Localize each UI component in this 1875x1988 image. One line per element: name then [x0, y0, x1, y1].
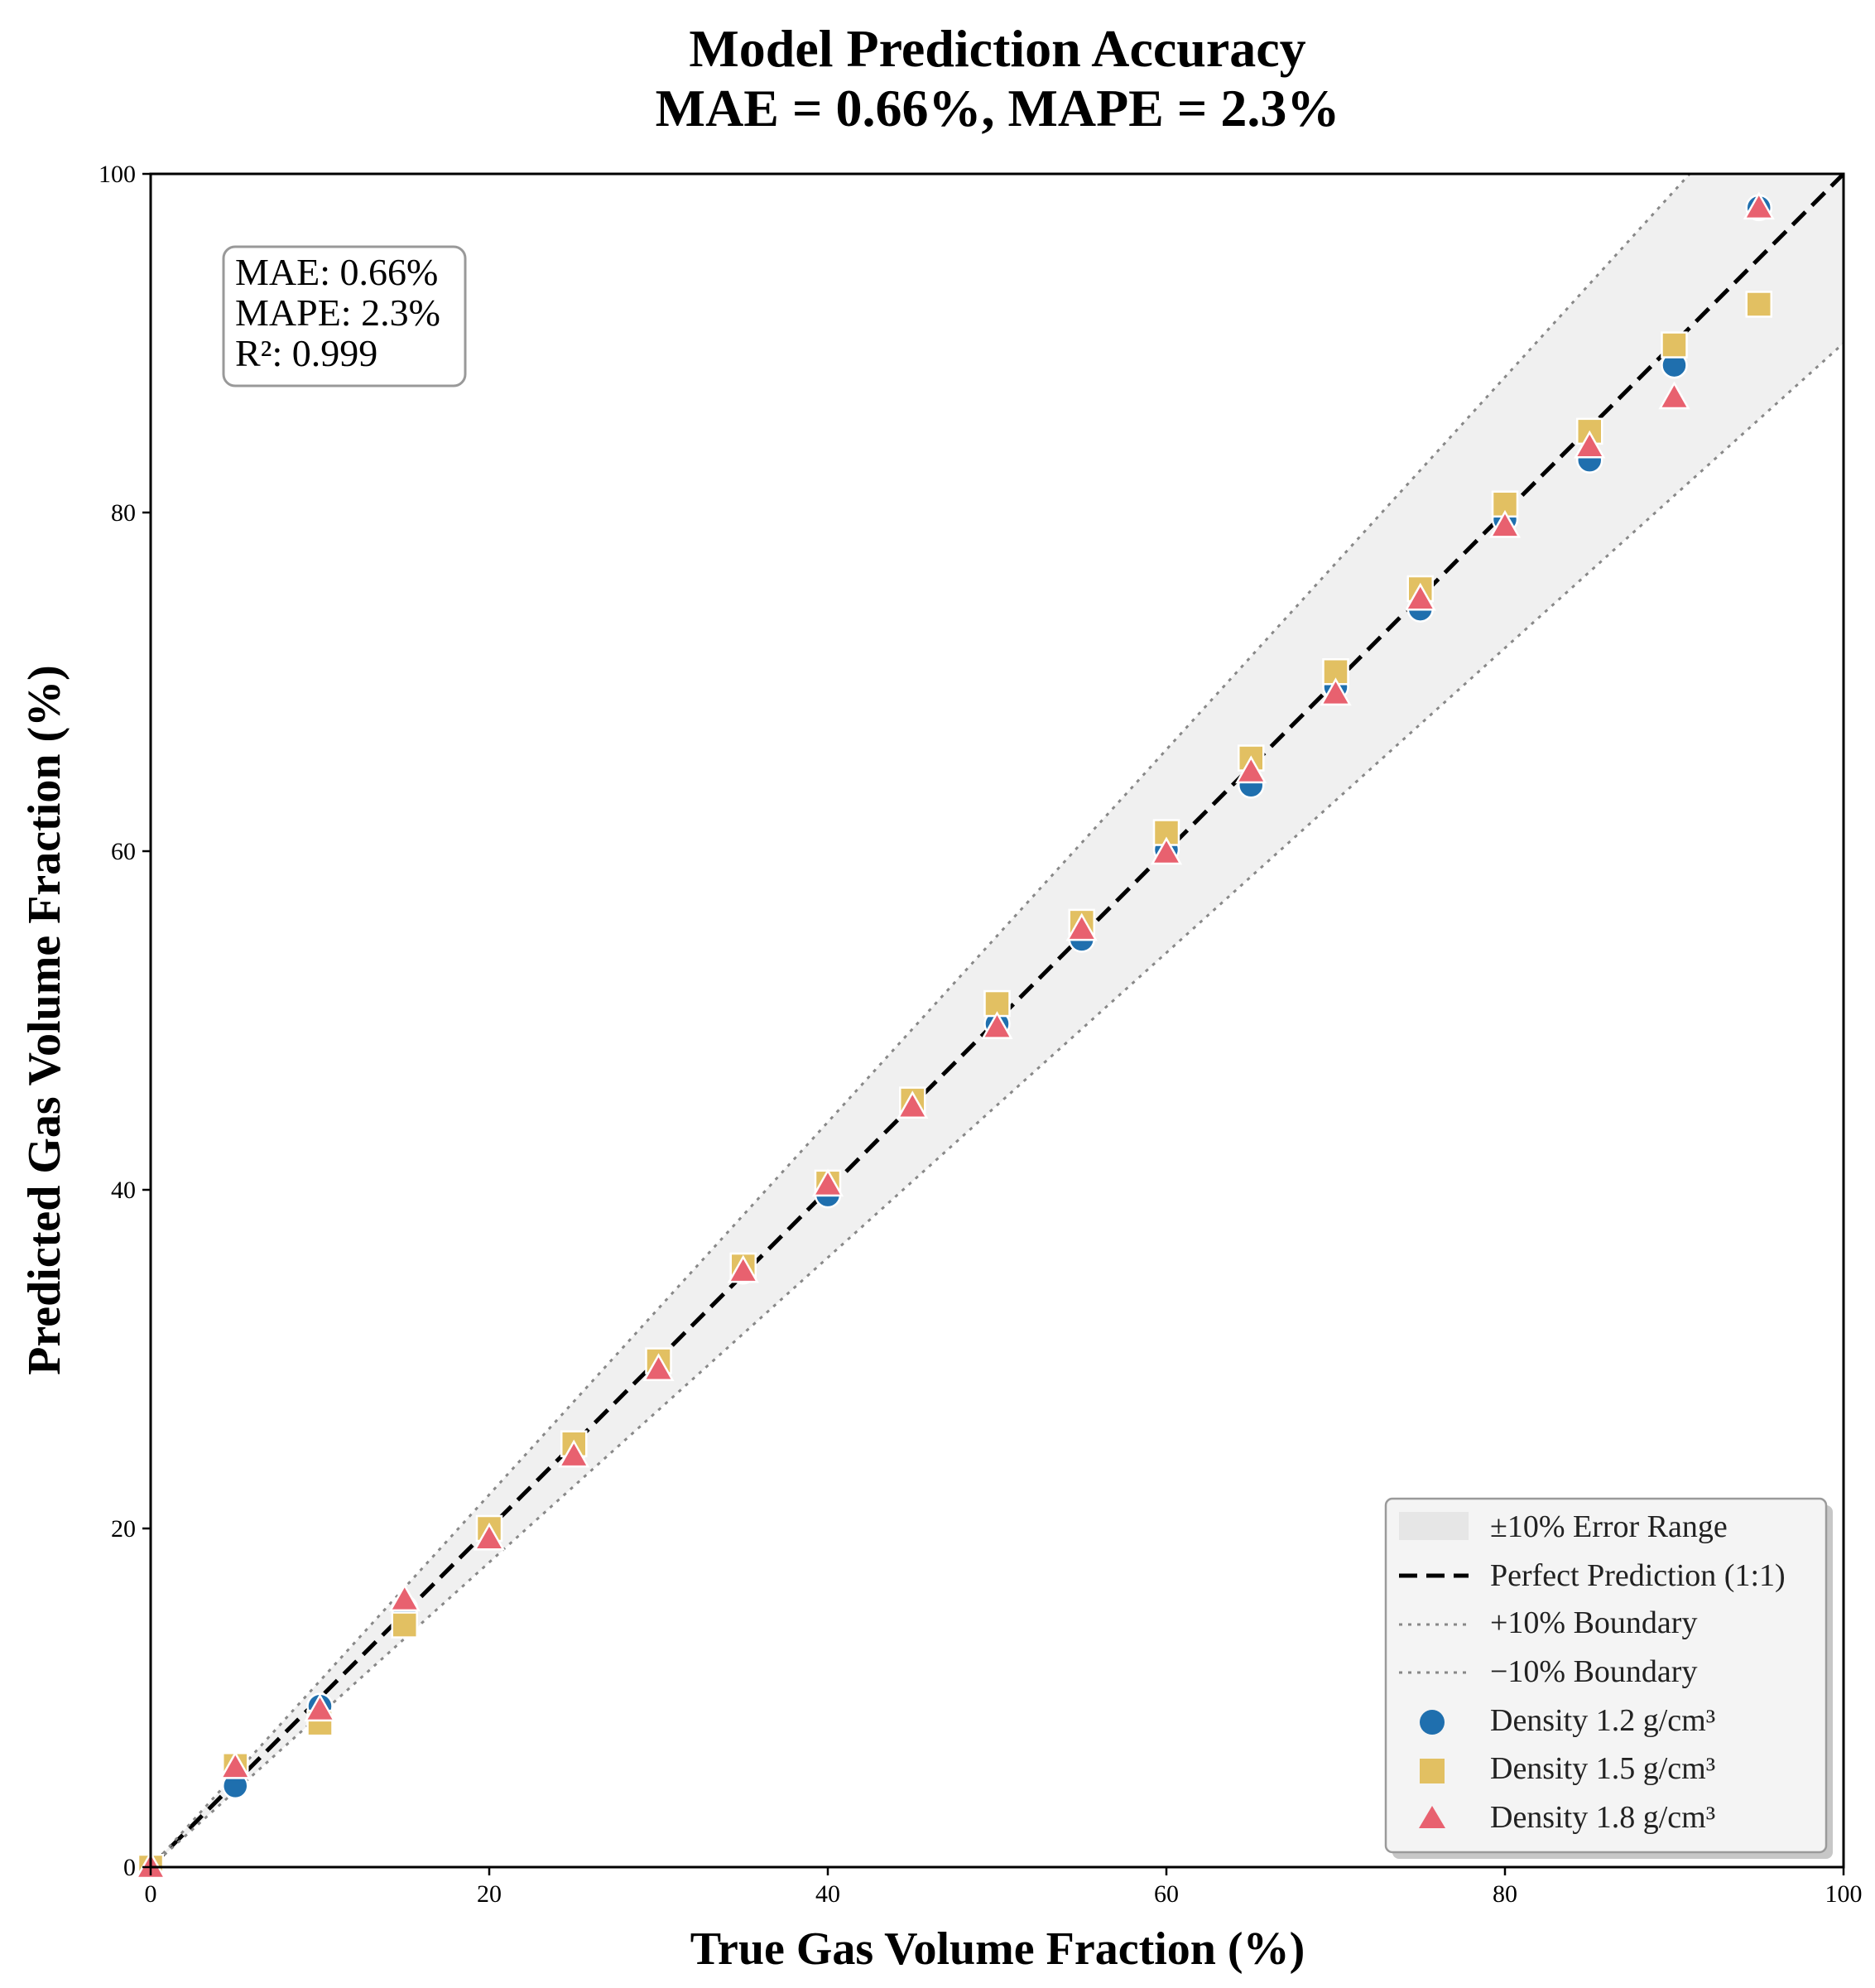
plus-10-boundary-line	[151, 174, 1692, 1867]
legend-frame	[1384, 1497, 1828, 1854]
legend-label-density-1-2: Density 1.2 g/cm³	[1490, 1703, 1715, 1738]
data-point-square	[1745, 291, 1772, 318]
y-tick-label: 100	[99, 161, 136, 188]
x-tick-label: 100	[1825, 1880, 1863, 1908]
x-axis-label: True Gas Volume Fraction (%)	[690, 1923, 1305, 1975]
data-point-triangle	[1488, 509, 1522, 538]
data-markers-layer	[134, 191, 1775, 1881]
chart-title: Model Prediction Accuracy	[689, 19, 1305, 78]
data-point-square	[391, 1611, 418, 1639]
data-point-triangle	[1235, 755, 1267, 784]
stats-mape: MAPE: 2.3%	[235, 291, 440, 334]
legend-label-perfect: Perfect Prediction (1:1)	[1490, 1558, 1786, 1593]
data-point-triangle	[1150, 836, 1183, 865]
data-point-triangle	[558, 1439, 590, 1468]
data-point-triangle	[388, 1583, 421, 1612]
stats-mae: MAE: 0.66%	[235, 251, 438, 293]
y-tick-label: 0	[123, 1854, 136, 1881]
data-point-triangle	[811, 1168, 844, 1197]
x-tick-label: 0	[145, 1880, 157, 1908]
y-tick-label: 60	[111, 838, 136, 865]
minus-10-boundary-line	[151, 342, 1844, 1867]
y-tick-label: 20	[111, 1515, 136, 1543]
data-point-triangle	[304, 1693, 336, 1722]
data-point-triangle	[642, 1353, 675, 1382]
y-axis-label: Predicted Gas Volume Fraction (%)	[19, 665, 70, 1375]
legend-label-plus10: +10% Boundary	[1490, 1605, 1697, 1640]
legend-swatch-band	[1399, 1512, 1469, 1540]
y-tick-label: 40	[111, 1177, 136, 1204]
stats-r2: R²: 0.999	[235, 332, 377, 374]
x-tick-label: 40	[815, 1880, 840, 1908]
legend-marker-triangle	[1419, 1806, 1445, 1828]
data-point-triangle	[1404, 582, 1436, 611]
legend-marker-circle	[1420, 1710, 1445, 1735]
data-point-triangle	[219, 1750, 252, 1779]
data-point-square	[1661, 331, 1688, 359]
stats-box-frame	[222, 245, 467, 387]
data-point-triangle	[1320, 677, 1352, 706]
legend-label-density-1-5: Density 1.5 g/cm³	[1490, 1751, 1715, 1786]
axis-ticks-layer: 00 20 20 40 40 60 60 80 80 100 100	[99, 161, 1863, 1908]
x-tick-label: 60	[1154, 1880, 1179, 1908]
legend-label-band: ±10% Error Range	[1490, 1509, 1728, 1544]
data-point-triangle	[1658, 381, 1690, 410]
data-point-triangle	[473, 1522, 506, 1551]
data-point-triangle	[1065, 912, 1098, 941]
y-tick-label: 80	[111, 499, 136, 527]
reference-lines-layer	[151, 174, 1844, 1867]
x-tick-label: 80	[1493, 1880, 1517, 1908]
x-tick-label: 20	[477, 1880, 502, 1908]
data-point-square	[983, 989, 1011, 1018]
data-point-square	[1406, 575, 1434, 603]
perfect-prediction-line	[151, 174, 1844, 1867]
legend-label-minus10: −10% Boundary	[1490, 1654, 1697, 1689]
plot-frame	[149, 172, 1845, 1869]
data-point-triangle	[1574, 430, 1606, 459]
legend-marker-square	[1420, 1759, 1445, 1783]
data-point-triangle	[897, 1090, 929, 1119]
data-point-triangle	[981, 1011, 1013, 1039]
data-point-triangle	[727, 1254, 759, 1283]
data-point-triangle	[1743, 191, 1775, 220]
legend: ±10% Error Range Perfect Prediction (1:1…	[1384, 1497, 1833, 1859]
chart-subtitle: MAE = 0.66%, MAPE = 2.3%	[656, 79, 1340, 137]
legend-label-density-1-8: Density 1.8 g/cm³	[1490, 1800, 1715, 1835]
stats-box: MAE: 0.66% MAPE: 2.3% R²: 0.999	[222, 245, 467, 387]
series-triangle	[134, 191, 1775, 1880]
